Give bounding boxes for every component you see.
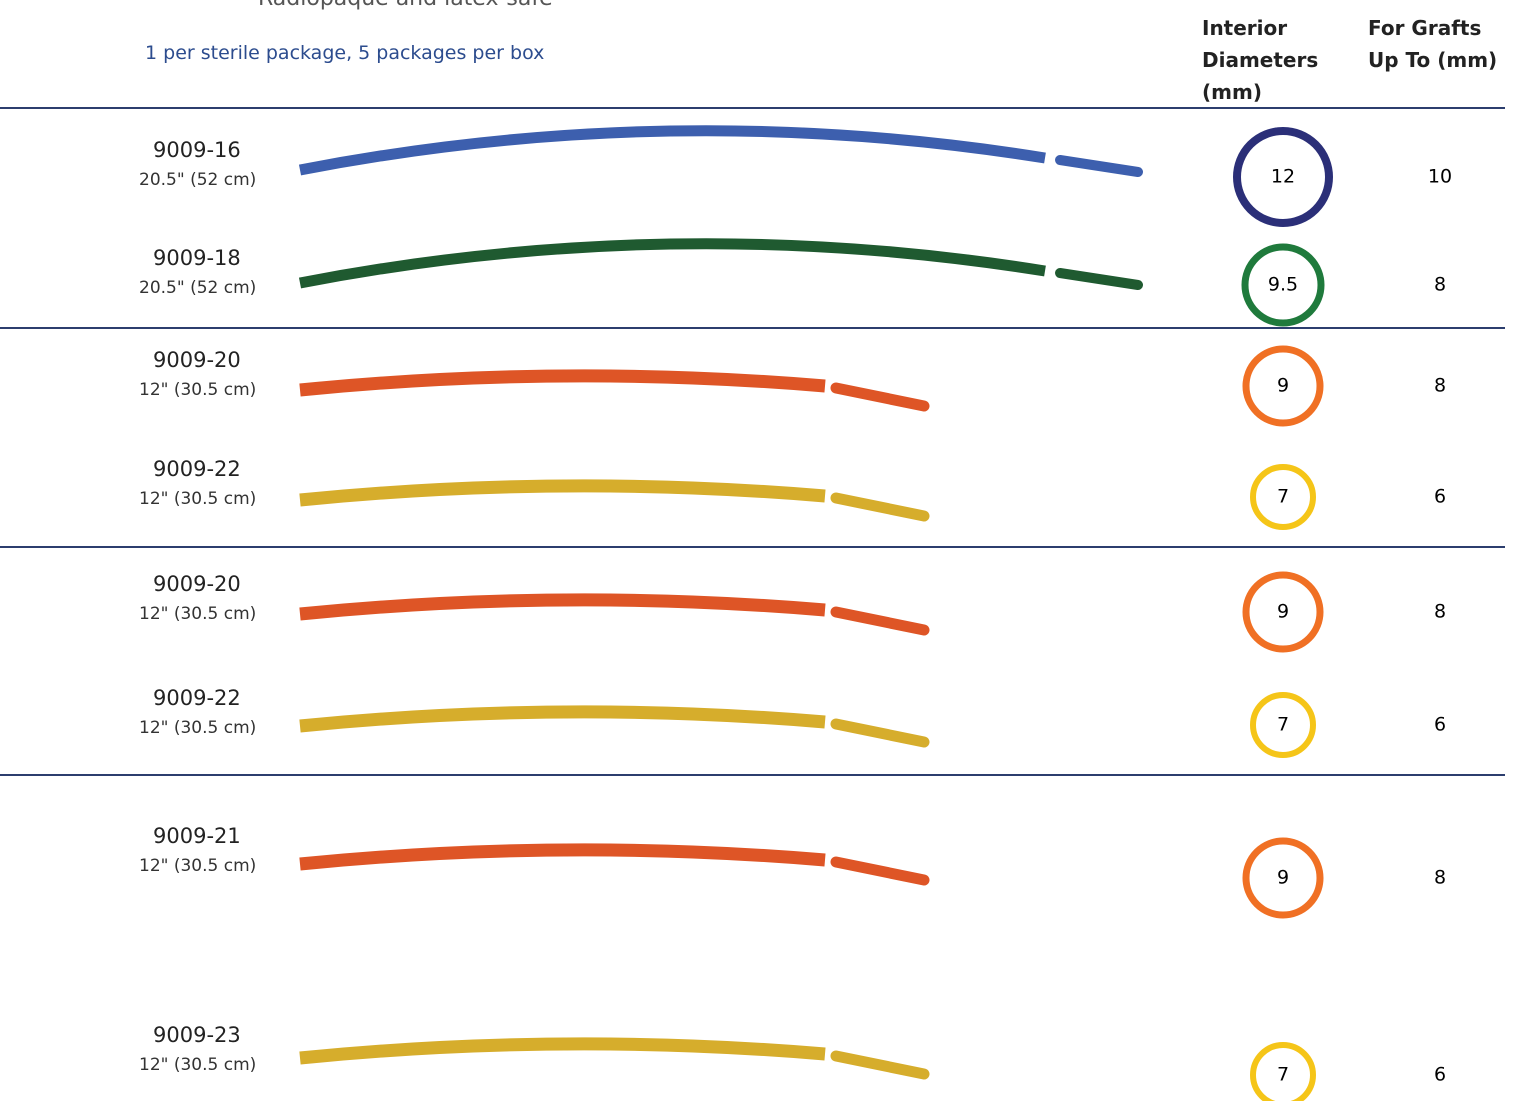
diameter-ring xyxy=(1242,837,1324,919)
tube-tip xyxy=(830,606,930,636)
graft-size: 8 xyxy=(1434,274,1446,296)
interior-diameter: 9.5 xyxy=(1268,274,1298,296)
tube-tip xyxy=(830,718,930,748)
tube-body xyxy=(299,593,826,621)
tube-body xyxy=(299,843,826,871)
product-length: 12" (30.5 cm) xyxy=(139,604,257,624)
product-code: 9009-22 xyxy=(153,686,241,710)
interior-diameter: 9 xyxy=(1277,867,1289,889)
interior-diameter: 12 xyxy=(1271,166,1295,188)
product-length: 12" (30.5 cm) xyxy=(139,856,257,876)
tube-tip xyxy=(830,856,930,886)
tube-body xyxy=(299,479,826,507)
graft-size: 8 xyxy=(1434,867,1446,889)
diameter-ring xyxy=(1250,464,1316,530)
tube-body xyxy=(298,238,1046,289)
diameter-ring xyxy=(1241,243,1325,327)
diameter-ring xyxy=(1242,345,1324,427)
interior-diameter: 7 xyxy=(1277,486,1289,508)
product-code: 9009-22 xyxy=(153,457,241,481)
graft-size: 6 xyxy=(1434,486,1446,508)
diameter-ring xyxy=(1233,127,1333,227)
interior-diameter: 9 xyxy=(1277,601,1289,623)
tube-tip xyxy=(1055,268,1143,290)
product-length: 20.5" (52 cm) xyxy=(139,170,257,190)
graft-size: 6 xyxy=(1434,714,1446,736)
tube-body xyxy=(299,705,826,733)
tube-tip xyxy=(1055,155,1143,177)
column-header: For Grafts Up To (mm) xyxy=(1368,16,1498,72)
product-code: 9009-23 xyxy=(153,1023,241,1047)
product-length: 20.5" (52 cm) xyxy=(139,278,257,298)
product-code: 9009-18 xyxy=(153,246,241,270)
graft-size: 8 xyxy=(1434,601,1446,623)
interior-diameter: 7 xyxy=(1277,714,1289,736)
interior-diameter: 7 xyxy=(1277,1064,1289,1086)
column-header: Interior Diameters (mm) xyxy=(1202,16,1319,104)
bullet-text: Radiopaque and latex-safe xyxy=(258,0,553,11)
diameter-ring xyxy=(1242,571,1324,653)
tube-body xyxy=(298,125,1046,176)
bullet-dot: • xyxy=(228,0,241,11)
product-code: 9009-21 xyxy=(153,824,241,848)
tube-body xyxy=(299,1037,826,1065)
package-note: 1 per sterile package, 5 packages per bo… xyxy=(145,42,545,64)
product-length: 12" (30.5 cm) xyxy=(139,380,257,400)
product-code: 9009-20 xyxy=(153,572,241,596)
product-code: 9009-20 xyxy=(153,348,241,372)
graft-size: 8 xyxy=(1434,375,1446,397)
diameter-ring xyxy=(1250,692,1316,758)
graft-size: 10 xyxy=(1428,166,1452,188)
graft-size: 6 xyxy=(1434,1064,1446,1086)
product-code: 9009-16 xyxy=(153,138,241,162)
interior-diameter: 9 xyxy=(1277,375,1289,397)
diameter-ring xyxy=(1250,1042,1316,1101)
product-length: 12" (30.5 cm) xyxy=(139,718,257,738)
tube-tip xyxy=(830,1050,930,1080)
product-length: 12" (30.5 cm) xyxy=(139,489,257,509)
tube-body xyxy=(299,369,826,397)
product-length: 12" (30.5 cm) xyxy=(139,1055,257,1075)
tube-tip xyxy=(830,382,930,412)
tube-tip xyxy=(830,492,930,522)
